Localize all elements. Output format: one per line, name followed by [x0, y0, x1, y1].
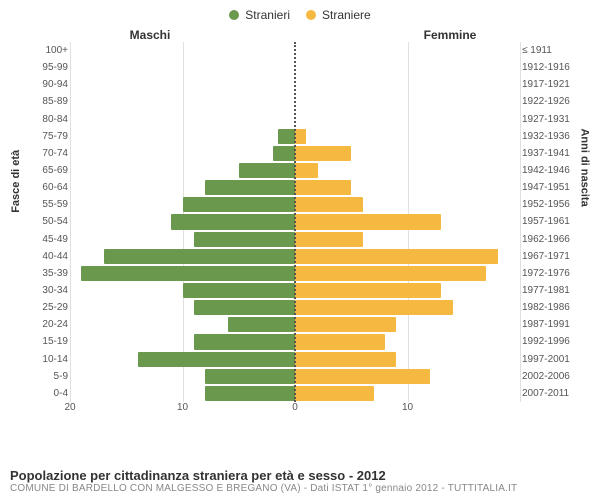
footer: Popolazione per cittadinanza straniera p… [10, 468, 590, 494]
y-left-label: 90-94 [20, 76, 68, 93]
legend-label-female: Straniere [322, 8, 371, 22]
plot-area [70, 42, 520, 402]
y-right-labels: ≤ 19111912-19161917-19211922-19261927-19… [522, 42, 580, 402]
y-left-label: 65-69 [20, 162, 68, 179]
y-left-label: 45-49 [20, 231, 68, 248]
y-left-label: 80-84 [20, 111, 68, 128]
column-headers: Maschi Femmine [0, 22, 600, 42]
y-right-label: 1977-1981 [522, 282, 580, 299]
y-right-label: 1937-1941 [522, 145, 580, 162]
y-left-label: 75-79 [20, 128, 68, 145]
y-right-label: 1957-1961 [522, 213, 580, 230]
y-right-label: 1947-1951 [522, 179, 580, 196]
x-tick-label: 20 [64, 402, 75, 413]
chart-container: Stranieri Straniere Maschi Femmine Fasce… [0, 0, 600, 500]
y-left-label: 30-34 [20, 282, 68, 299]
y-left-label: 25-29 [20, 299, 68, 316]
x-tick-label: 0 [292, 402, 298, 413]
y-left-label: 10-14 [20, 351, 68, 368]
y-right-label: 1982-1986 [522, 299, 580, 316]
y-left-label: 40-44 [20, 248, 68, 265]
y-left-label: 85-89 [20, 93, 68, 110]
header-female: Femmine [300, 28, 600, 42]
header-male: Maschi [0, 28, 300, 42]
legend-swatch-female [306, 10, 316, 20]
y-right-label: 1962-1966 [522, 231, 580, 248]
footer-subtitle: COMUNE DI BARDELLO CON MALGESSO E BREGAN… [10, 483, 590, 494]
y-right-label: 1967-1971 [522, 248, 580, 265]
y-left-label: 100+ [20, 42, 68, 59]
y-left-label: 0-4 [20, 385, 68, 402]
y-right-label: 1952-1956 [522, 196, 580, 213]
y-left-label: 60-64 [20, 179, 68, 196]
x-axis: 2010010 [70, 402, 520, 422]
legend: Stranieri Straniere [0, 0, 600, 22]
y-right-label: 1942-1946 [522, 162, 580, 179]
y-left-label: 55-59 [20, 196, 68, 213]
x-tick-label: 10 [177, 402, 188, 413]
y-right-label: ≤ 1911 [522, 42, 580, 59]
y-right-label: 1932-1936 [522, 128, 580, 145]
y-left-label: 70-74 [20, 145, 68, 162]
y-left-labels: 100+95-9990-9485-8980-8475-7970-7465-696… [20, 42, 68, 402]
legend-label-male: Stranieri [245, 8, 290, 22]
y-right-label: 2007-2011 [522, 385, 580, 402]
y-left-label: 35-39 [20, 265, 68, 282]
y-left-label: 50-54 [20, 213, 68, 230]
y-right-label: 1912-1916 [522, 59, 580, 76]
center-zero-line [294, 42, 296, 402]
y-right-label: 1992-1996 [522, 333, 580, 350]
footer-title: Popolazione per cittadinanza straniera p… [10, 468, 590, 483]
y-right-label: 1997-2001 [522, 351, 580, 368]
legend-item-female: Straniere [306, 8, 371, 22]
x-tick-label: 10 [402, 402, 413, 413]
y-right-label: 1922-1926 [522, 93, 580, 110]
chart-area: Fasce di età Anni di nascita 100+95-9990… [20, 42, 580, 422]
legend-swatch-male [229, 10, 239, 20]
y-right-label: 1927-1931 [522, 111, 580, 128]
gridline [520, 42, 521, 402]
center-axis-layer [70, 42, 520, 402]
y-right-label: 2002-2006 [522, 368, 580, 385]
y-right-label: 1917-1921 [522, 76, 580, 93]
y-right-label: 1972-1976 [522, 265, 580, 282]
y-left-label: 20-24 [20, 316, 68, 333]
y-left-label: 5-9 [20, 368, 68, 385]
y-left-label: 95-99 [20, 59, 68, 76]
y-left-label: 15-19 [20, 333, 68, 350]
legend-item-male: Stranieri [229, 8, 290, 22]
y-right-label: 1987-1991 [522, 316, 580, 333]
